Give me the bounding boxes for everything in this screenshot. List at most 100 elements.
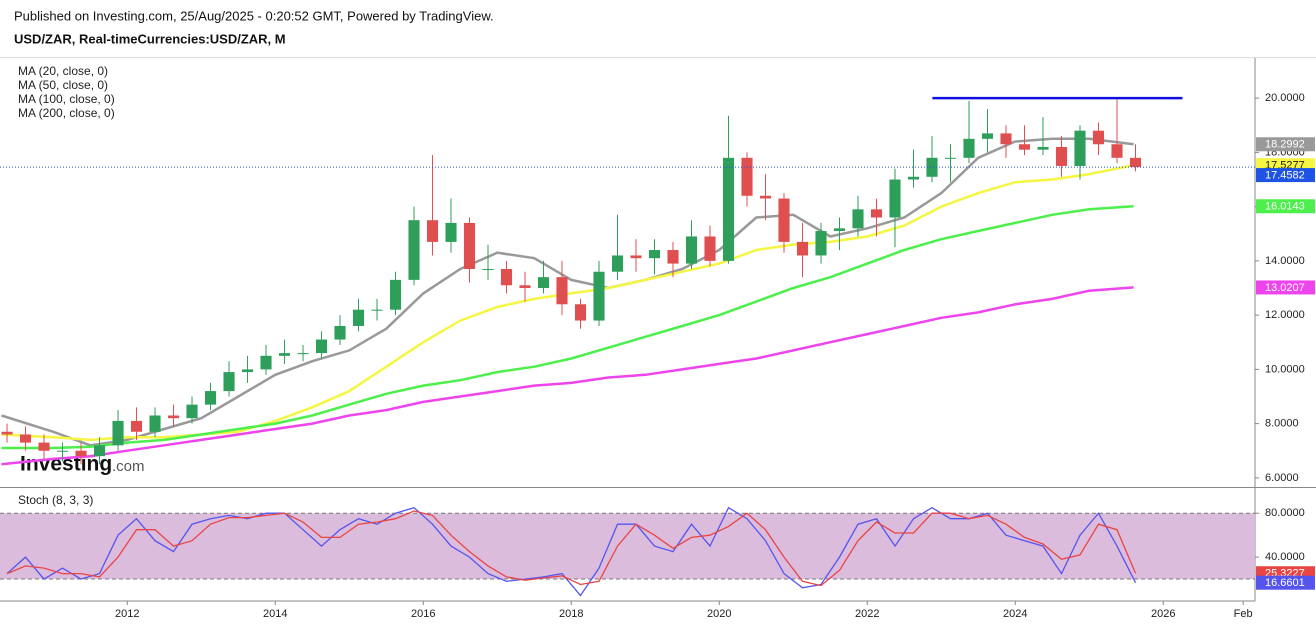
candle-body — [815, 231, 827, 256]
candle-body — [556, 277, 568, 305]
moving-average-line — [1, 286, 1134, 466]
candle-body — [722, 157, 735, 261]
candle-body — [685, 236, 698, 264]
candle-body — [907, 176, 920, 180]
stoch-line — [6, 510, 1137, 587]
candle-body — [778, 198, 790, 242]
chart-title: USD/ZAR, Real-timeCurrencies:USD/ZAR, M — [14, 31, 286, 46]
candle-body — [630, 255, 642, 259]
candle-body — [204, 391, 217, 405]
watermark-name: Investing — [20, 453, 112, 476]
candle-body — [1111, 144, 1123, 158]
x-tick-label: 2014 — [263, 608, 287, 620]
candle-body — [741, 157, 753, 196]
legend-entry: MA (200, close, 0) — [18, 106, 115, 120]
price-tag-label: 16.6601 — [1265, 577, 1305, 589]
candle-body — [315, 339, 328, 354]
candle-body — [648, 250, 661, 259]
stoch-y-tick-label: 40.0000 — [1265, 551, 1305, 563]
x-tick-label: 2016 — [411, 608, 435, 620]
price-tag-label: 16.0143 — [1265, 201, 1305, 213]
x-tick-label: 2026 — [1151, 608, 1175, 620]
candle-body — [56, 450, 69, 452]
candle-body — [149, 415, 161, 432]
candle-body — [944, 157, 957, 159]
price-tag — [1256, 280, 1315, 295]
x-tick-label: 2018 — [559, 608, 583, 620]
moving-average-line — [1, 137, 1134, 447]
moving-average-line — [1, 204, 1134, 450]
stoch-band — [0, 513, 1255, 580]
candle-body — [981, 133, 994, 139]
y-tick-label: 12.0000 — [1265, 309, 1305, 321]
price-tag — [1256, 137, 1315, 152]
watermark-suffix: .com — [112, 458, 145, 475]
y-tick-label: 20.0000 — [1265, 92, 1305, 104]
candle-body — [186, 404, 198, 419]
candle-body — [241, 369, 254, 373]
candle-body — [1092, 130, 1105, 145]
y-tick-label: 10.0000 — [1265, 363, 1305, 375]
candle-body — [852, 209, 864, 229]
x-tick-label: 2022 — [855, 608, 879, 620]
candle-body — [389, 279, 402, 310]
y-tick-label: 8.0000 — [1265, 418, 1299, 430]
candle-body — [963, 138, 975, 158]
candle-body — [167, 415, 180, 419]
candle-body — [463, 222, 476, 270]
candle-body — [223, 372, 235, 392]
candle-body — [38, 442, 50, 451]
price-tag — [1256, 199, 1315, 214]
candle-body — [537, 277, 550, 289]
legend-entry: MA (100, close, 0) — [18, 92, 115, 106]
candle-body — [278, 353, 291, 356]
candle-body — [1018, 144, 1031, 150]
candle-body — [593, 271, 605, 321]
candle-body — [1074, 130, 1086, 166]
stoch-y-tick-label: 80.0000 — [1265, 507, 1305, 519]
candle-body — [130, 420, 143, 432]
candle-body — [1055, 146, 1068, 166]
x-tick-label: 2024 — [1003, 608, 1027, 620]
candle-body — [667, 250, 679, 264]
candle-body — [482, 269, 494, 271]
legend-entry: MA (20, close, 0) — [18, 64, 108, 78]
price-tag-label: 18.2992 — [1265, 139, 1305, 151]
price-tag — [1256, 575, 1315, 590]
candle-body — [352, 309, 365, 326]
legend-entry: MA (50, close, 0) — [18, 78, 108, 92]
price-tag-label: 17.4582 — [1265, 169, 1305, 181]
stoch-line — [6, 506, 1137, 597]
candle-body — [519, 285, 531, 289]
candle-body — [500, 269, 513, 286]
x-tick-label: Feb — [1234, 608, 1253, 620]
candle-body — [1129, 157, 1142, 168]
published-note: Published on Investing.com, 25/Aug/2025 … — [14, 8, 494, 23]
candle-body — [334, 325, 346, 340]
candle-body — [704, 236, 716, 261]
candle-body — [297, 353, 309, 355]
candle-body — [408, 220, 420, 280]
candle-body — [260, 355, 272, 370]
candle-body — [926, 157, 938, 177]
candle-body — [426, 220, 439, 242]
candle-body — [1, 431, 13, 435]
stoch-title: Stoch (8, 3, 3) — [18, 493, 93, 507]
candle-body — [75, 450, 87, 457]
candle-body — [112, 420, 124, 446]
candle-body — [574, 304, 587, 321]
candle-body — [93, 445, 106, 457]
candle-body — [889, 179, 901, 218]
candle-body — [796, 241, 809, 256]
price-tag-label: 13.0207 — [1265, 282, 1305, 294]
candle-body — [1037, 146, 1049, 150]
candle-body — [19, 434, 32, 443]
candle-body — [759, 195, 772, 199]
x-tick-label: 2020 — [707, 608, 731, 620]
price-tag — [1256, 168, 1315, 183]
candle-body — [870, 209, 883, 218]
candle-body — [371, 309, 383, 311]
x-tick-label: 2012 — [115, 608, 139, 620]
y-tick-label: 14.0000 — [1265, 255, 1305, 267]
